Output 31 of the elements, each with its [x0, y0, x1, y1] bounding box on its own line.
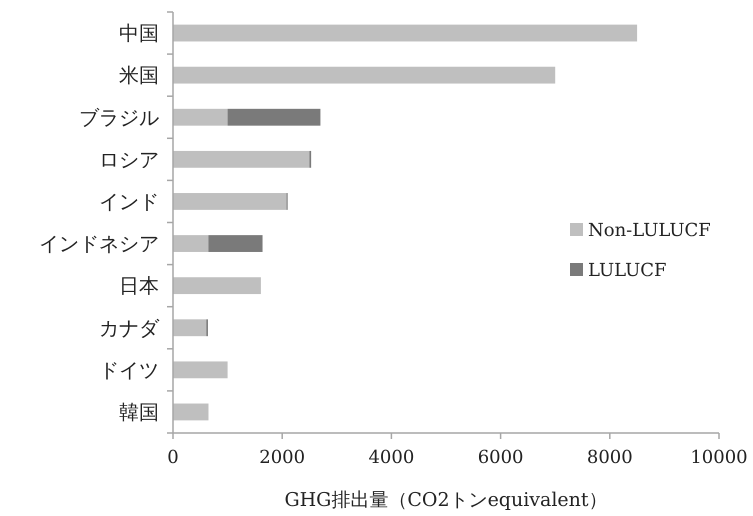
- bar: [173, 24, 638, 42]
- x-axis-title: GHG排出量（CO2トンequivalent）: [284, 489, 608, 511]
- x-tick-label: 10000: [690, 447, 748, 468]
- bar: [228, 108, 320, 126]
- legend-label: Non-LULUCF: [588, 220, 711, 241]
- y-tick-label: 中国: [119, 21, 159, 46]
- bar: [173, 150, 310, 168]
- bar: [173, 66, 556, 84]
- x-tick-label: 4000: [368, 447, 414, 468]
- bar: [173, 193, 287, 210]
- y-tick-label: 米国: [119, 63, 159, 88]
- y-tick-label: 韓国: [119, 400, 159, 424]
- x-tick-label: 2000: [259, 447, 306, 468]
- bar: [173, 404, 208, 420]
- bar: [173, 361, 228, 378]
- bar: [173, 235, 208, 252]
- y-tick-label: ロシア: [99, 147, 159, 172]
- x-tick-label: 8000: [586, 447, 633, 468]
- y-tick-label: インドネシア: [39, 232, 159, 256]
- x-tick-label: 0: [167, 447, 179, 468]
- bar: [173, 277, 261, 294]
- y-tick-label: インド: [99, 189, 159, 214]
- x-tick-label: 6000: [478, 447, 524, 468]
- bar: [173, 108, 228, 126]
- legend-label: LULUCF: [588, 260, 667, 281]
- y-tick-label: ブラジル: [79, 105, 159, 130]
- y-tick-label: 日本: [119, 274, 159, 298]
- y-tick-label: カナダ: [99, 316, 160, 340]
- y-tick-label: ドイツ: [99, 358, 159, 382]
- bar: [208, 235, 263, 252]
- bar: [173, 319, 206, 336]
